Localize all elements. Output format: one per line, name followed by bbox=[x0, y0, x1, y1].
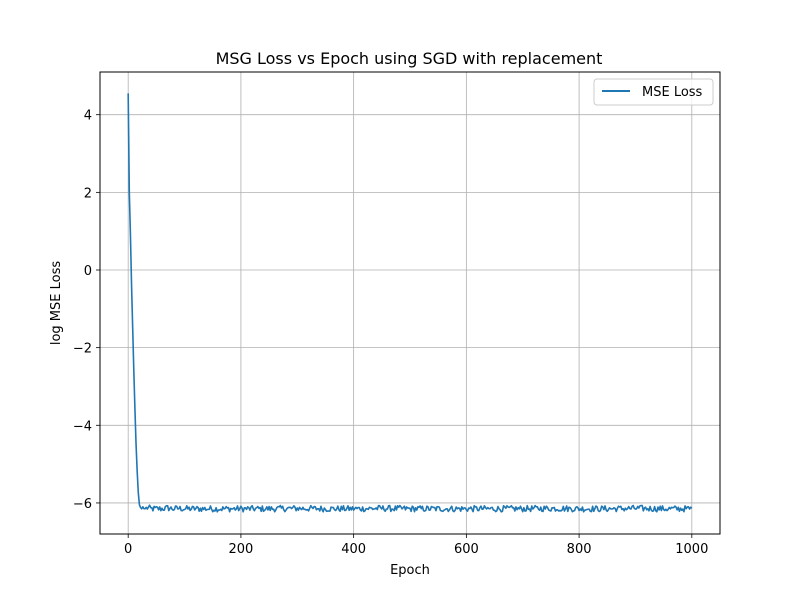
y-axis-title: log MSE Loss bbox=[49, 261, 64, 346]
x-axis-title: Epoch bbox=[390, 563, 430, 578]
series-line bbox=[127, 93, 693, 513]
y-axis: −6 −4 −2 0 2 4 bbox=[73, 109, 100, 512]
chart-title: MSG Loss vs Epoch using SGD with replace… bbox=[216, 49, 603, 68]
legend-box bbox=[593, 78, 714, 106]
x-tick-label: 1000 bbox=[675, 542, 708, 557]
x-tick-label: 200 bbox=[228, 542, 253, 557]
y-tick-label: 0 bbox=[84, 264, 92, 279]
plot-frame bbox=[99, 71, 721, 535]
y-tick-label: 4 bbox=[84, 109, 92, 124]
legend-label: MSE Loss bbox=[642, 85, 703, 100]
grid bbox=[100, 72, 720, 534]
y-tick-label: −2 bbox=[73, 342, 92, 357]
x-tick-label: 800 bbox=[567, 542, 592, 557]
y-tick-label: −6 bbox=[73, 497, 92, 512]
y-tick-label: −4 bbox=[73, 419, 92, 434]
legend: MSE Loss bbox=[593, 78, 714, 106]
x-tick-label: 400 bbox=[341, 542, 366, 557]
x-tick-label: 0 bbox=[124, 542, 132, 557]
x-axis: 0 200 400 600 800 1000 bbox=[124, 534, 708, 557]
y-tick-label: 2 bbox=[84, 186, 92, 201]
x-tick-label: 600 bbox=[454, 542, 479, 557]
series-group bbox=[127, 93, 693, 513]
